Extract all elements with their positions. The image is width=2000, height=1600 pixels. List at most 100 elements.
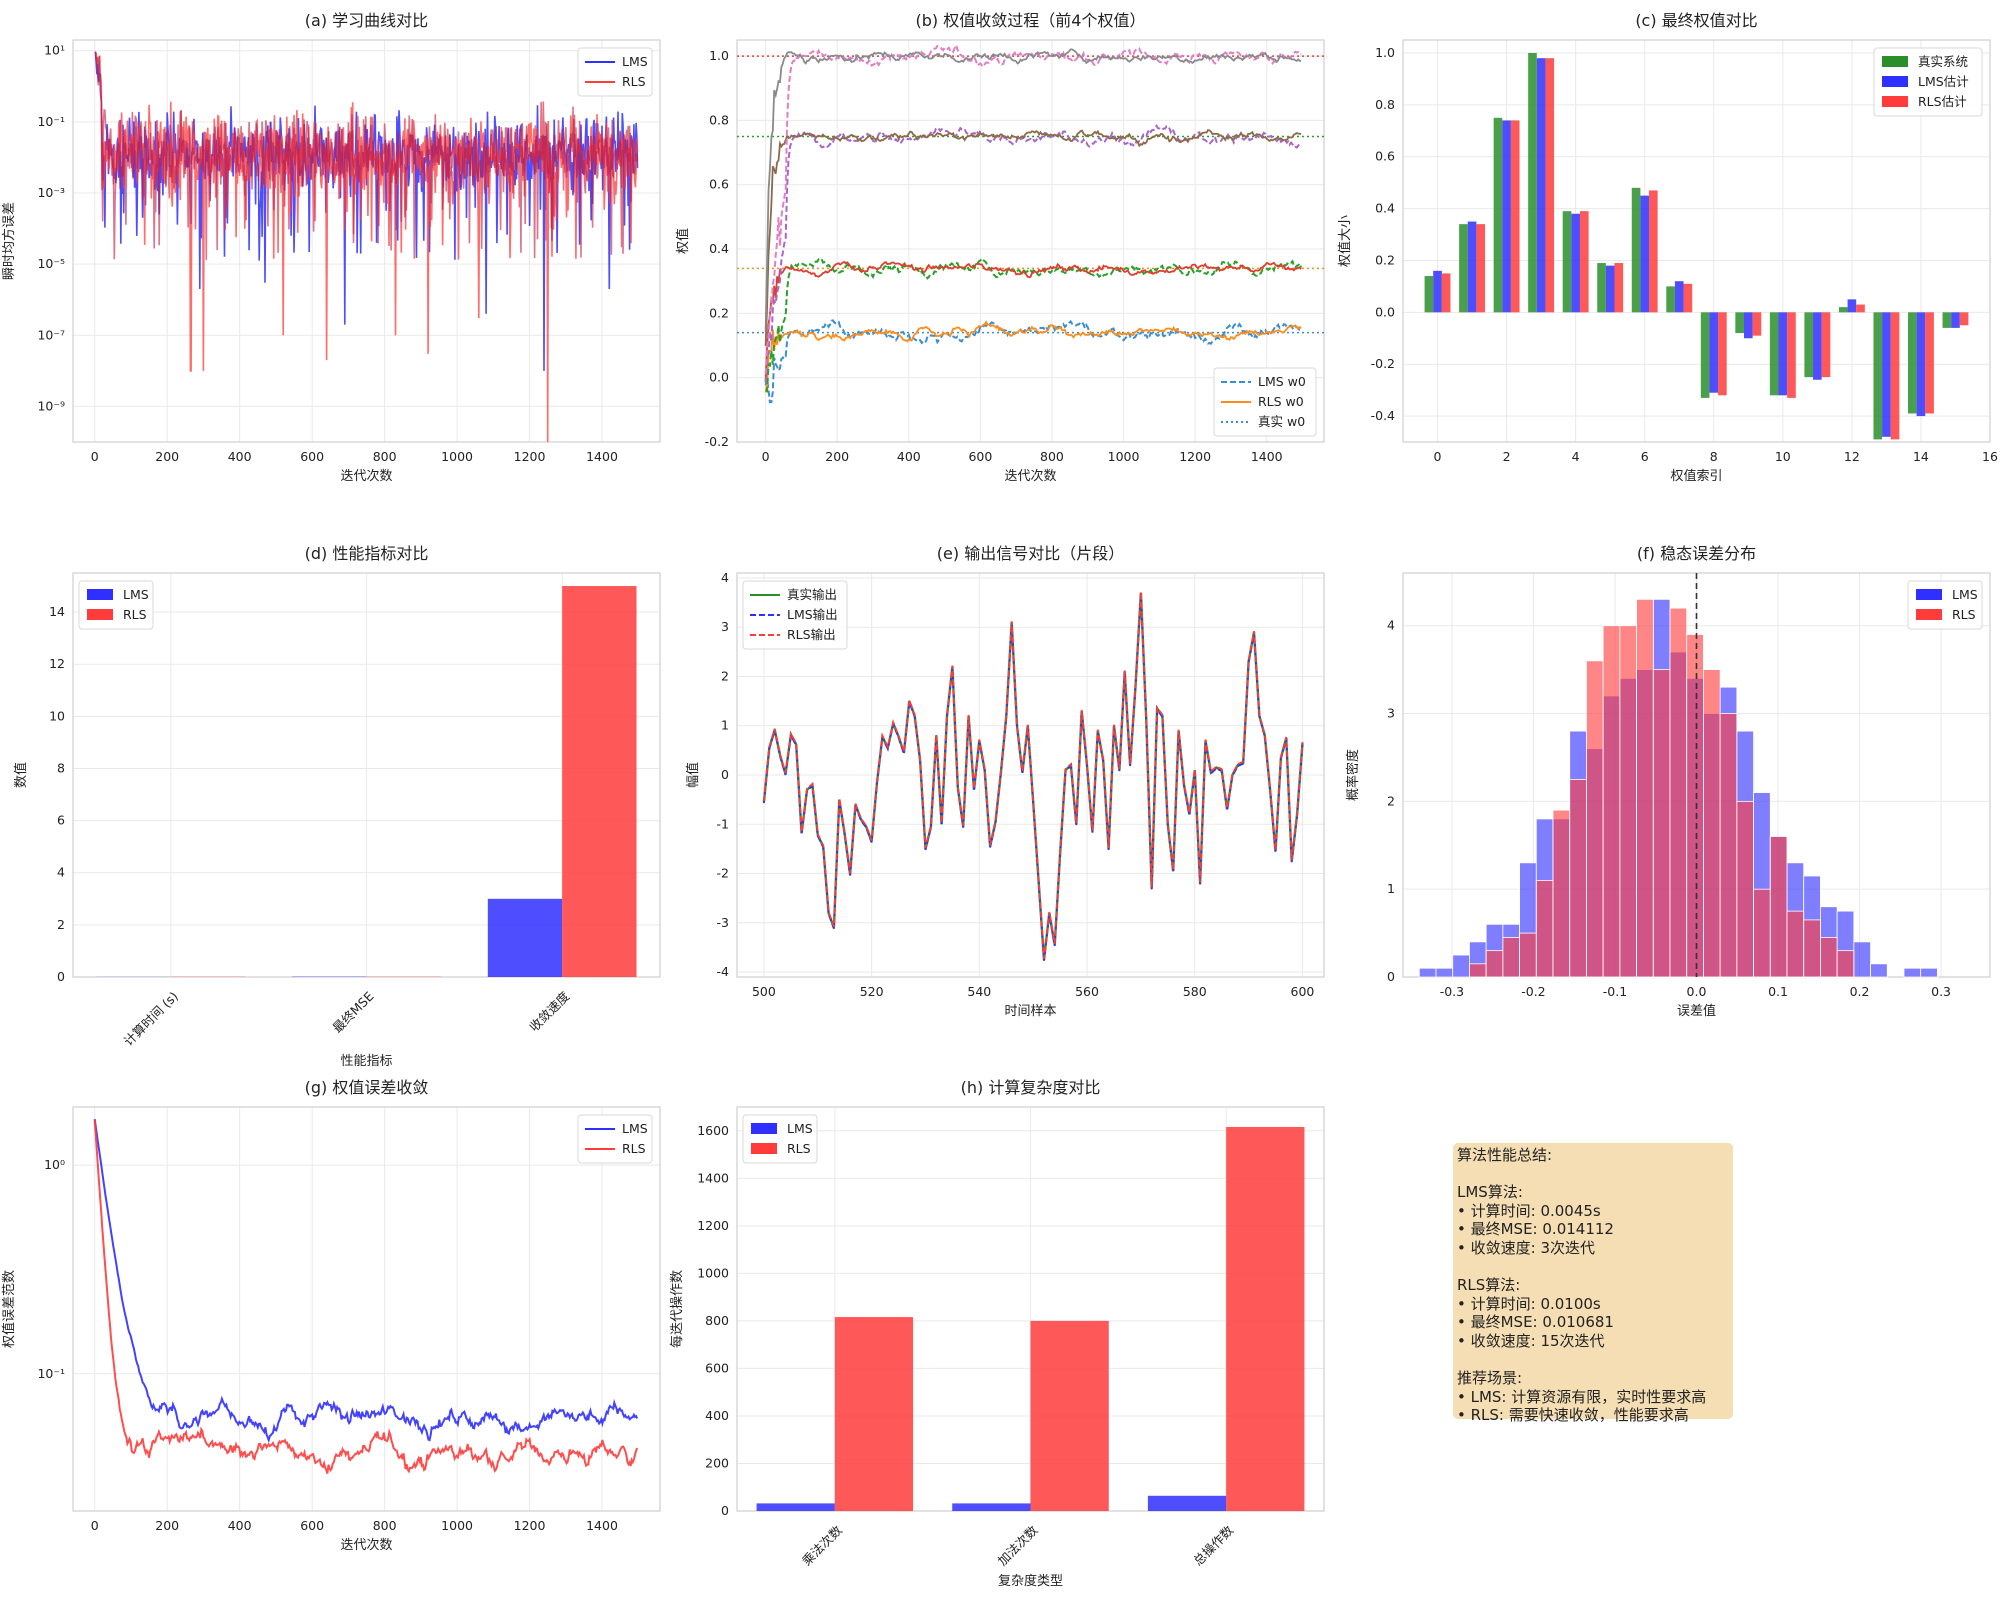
- final-weight-bar: [1666, 286, 1675, 313]
- x-tick-label: 580: [1183, 984, 1207, 999]
- x-tick-label: 600: [968, 449, 992, 464]
- x-tick-label: 2: [1503, 449, 1511, 464]
- overlap-learning-curve: [94, 51, 639, 260]
- y-axis-label: 权值误差范数: [1, 1270, 17, 1348]
- y-axis-label: 概率密度: [1345, 749, 1361, 801]
- x-tick-label: 0.2: [1850, 984, 1870, 999]
- legend-label: RLS: [787, 1141, 811, 1156]
- x-axis-label: 复杂度类型: [998, 1573, 1063, 1589]
- lms-weight-error-curve: [93, 1119, 639, 1444]
- final-weight-bar: [1813, 312, 1822, 380]
- legend-box: [742, 580, 848, 650]
- final-weight-bar: [1856, 304, 1865, 313]
- histogram-bar: [1669, 607, 1688, 978]
- final-weight-bar: [1951, 312, 1960, 328]
- axes-frame: [1402, 39, 1991, 443]
- final-weight-bar: [1649, 190, 1658, 313]
- complexity-bar: [952, 1503, 1031, 1511]
- x-tick-label: 最终MSE: [330, 988, 377, 1035]
- rls-weight-curve: [764, 320, 1302, 393]
- y-tick-label: 0: [721, 767, 729, 782]
- y-tick-label: -3: [717, 915, 729, 930]
- final-weight-bar: [1674, 281, 1684, 313]
- y-axis-label: 幅值: [685, 762, 701, 788]
- y-tick-label: 0.8: [709, 112, 729, 127]
- final-weight-bar: [1907, 312, 1917, 414]
- legend-patch: [1916, 589, 1942, 600]
- y-axis-label: 权值: [675, 228, 691, 254]
- legend-label: LMS: [787, 1121, 813, 1136]
- y-tick-label: 2: [57, 917, 65, 932]
- rls-output-line: [763, 591, 1304, 959]
- lms-weight-curve: [764, 124, 1302, 383]
- final-weight-bar: [1743, 312, 1753, 339]
- final-weight-bar: [1752, 312, 1762, 336]
- legend-label: LMS: [622, 54, 648, 69]
- final-weight-bar: [1631, 187, 1641, 313]
- y-tick-label: 4: [721, 570, 729, 585]
- legend-label: RLS: [622, 1141, 646, 1156]
- y-tick-label: 1200: [697, 1218, 729, 1233]
- x-tick-label: 0: [1434, 449, 1442, 464]
- x-axis-label: 误差值: [1677, 1003, 1716, 1019]
- legend-box: [577, 47, 653, 97]
- x-tick-label: 600: [1291, 984, 1315, 999]
- histogram-bar: [1602, 625, 1621, 978]
- rls-weight-curve: [764, 260, 1302, 382]
- chart-title: (f) 稳态误差分布: [1637, 544, 1756, 563]
- x-tick-label: 12: [1844, 449, 1860, 464]
- y-tick-label: 10⁻⁹: [37, 398, 65, 413]
- x-tick-label: 1200: [514, 1518, 546, 1533]
- histogram-bar: [1519, 932, 1537, 978]
- complexity-bar: [1147, 1495, 1227, 1511]
- y-tick-label: 0.4: [1375, 201, 1395, 216]
- final-weight-bar: [1493, 117, 1503, 313]
- metric-bar: [487, 898, 563, 977]
- x-tick-label: 520: [860, 984, 884, 999]
- x-tick-label: 计算时间 (s): [121, 989, 181, 1049]
- legend-label: 真实系统: [1918, 54, 1968, 69]
- x-tick-label: 0.3: [1931, 984, 1951, 999]
- histogram-bar: [1803, 919, 1821, 978]
- chart-title: (e) 输出信号对比（片段）: [937, 544, 1124, 563]
- final-weight-bar: [1718, 312, 1727, 396]
- legend-label: RLS: [622, 74, 646, 89]
- histogram-bar: [1686, 634, 1704, 978]
- final-weight-bar: [1467, 221, 1477, 313]
- y-tick-label: 0.0: [709, 370, 729, 385]
- final-weight-bar: [1579, 211, 1589, 313]
- chart-title: (b) 权值收敛过程（前4个权值）: [916, 11, 1146, 30]
- legend-patch: [1916, 609, 1942, 620]
- x-tick-label: 400: [228, 449, 252, 464]
- final-weight-bar: [1778, 312, 1788, 396]
- chart-title: (h) 计算复杂度对比: [961, 1078, 1101, 1097]
- histogram-bar: [1552, 809, 1571, 978]
- final-weight-bar: [1804, 312, 1814, 378]
- legend-patch: [1882, 76, 1908, 87]
- legend-patch: [87, 609, 113, 620]
- legend-label: RLS: [1952, 607, 1976, 622]
- y-tick-label: 200: [705, 1455, 729, 1470]
- rls-weight-curve: [764, 128, 1302, 346]
- y-tick-label: 10⁻⁷: [37, 327, 65, 342]
- final-weight-bar: [1536, 58, 1546, 313]
- x-tick-label: 200: [155, 449, 179, 464]
- legend-patch: [751, 1143, 777, 1154]
- y-tick-label: 4: [1387, 618, 1395, 633]
- final-weight-bar: [1605, 265, 1615, 313]
- final-weight-bar: [1502, 120, 1511, 313]
- legend-label: 真实 w0: [1258, 414, 1305, 429]
- y-tick-label: -0.2: [1371, 356, 1395, 371]
- chart-title: (a) 学习曲线对比: [305, 11, 428, 30]
- x-tick-label: 400: [228, 1518, 252, 1533]
- histogram-bar: [1452, 954, 1470, 978]
- x-tick-label: 560: [1075, 984, 1099, 999]
- y-tick-label: 4: [57, 865, 65, 880]
- legend-label: RLS输出: [787, 627, 836, 642]
- y-axis-label: 每迭代操作数: [669, 1270, 685, 1348]
- y-tick-label: 10¹: [44, 43, 65, 58]
- x-axis-label: 时间样本: [1004, 1004, 1056, 1019]
- histogram-bar: [1820, 937, 1838, 978]
- y-tick-label: 10: [49, 708, 65, 723]
